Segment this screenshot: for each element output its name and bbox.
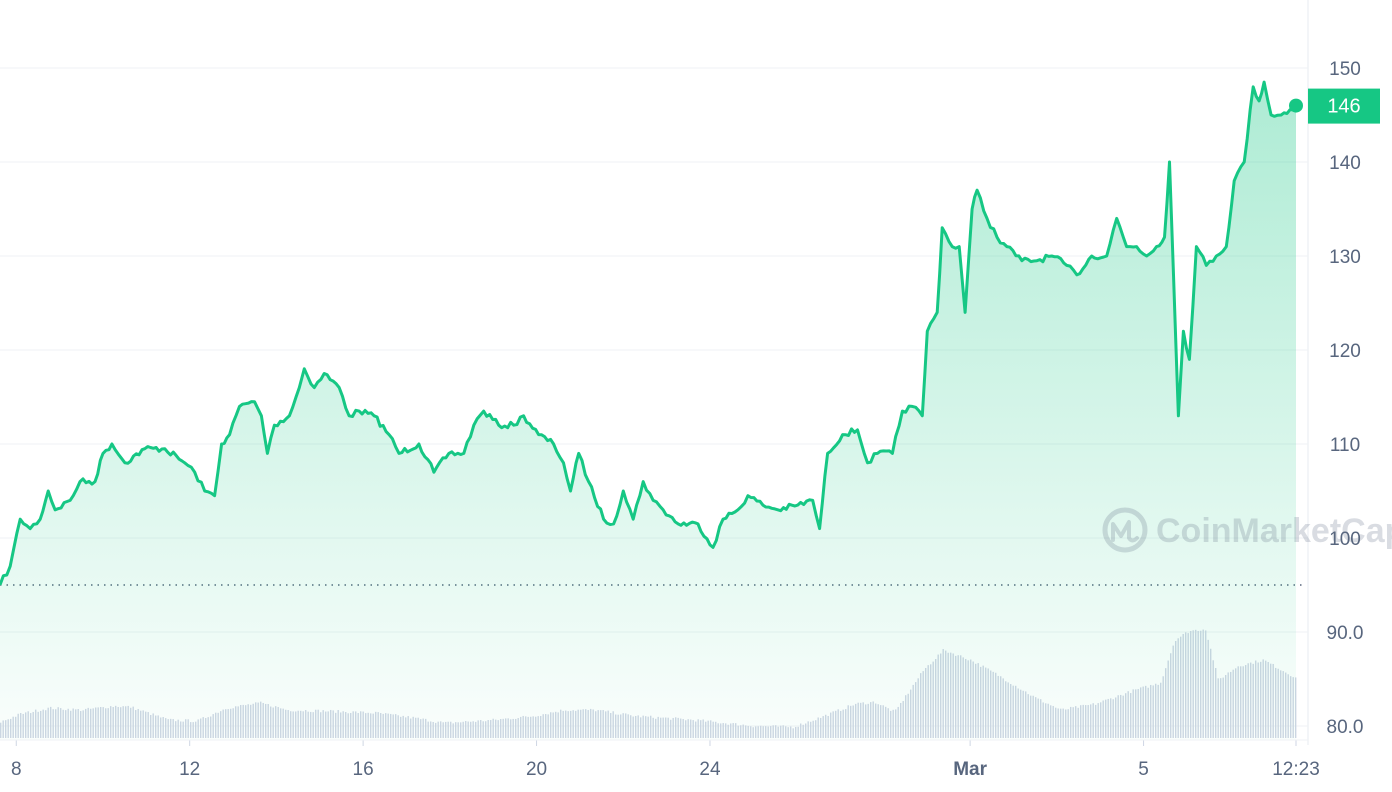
- x-tick-label: 12: [179, 759, 200, 780]
- y-tick-label: 140: [1329, 153, 1361, 174]
- y-tick-label: 130: [1329, 247, 1361, 268]
- coinmarketcap-watermark: CoinMarketCap: [1102, 507, 1392, 553]
- current-price-label: 146: [1327, 96, 1360, 118]
- current-price-dot: [1289, 98, 1303, 113]
- x-tick-label: 16: [353, 759, 374, 780]
- x-tick-label: 20: [526, 759, 547, 780]
- y-tick-label: 150: [1329, 59, 1361, 80]
- y-tick-label: 110: [1330, 435, 1360, 456]
- x-axis: 8 12 16 20 24 Mar 5 12:23: [0, 739, 1320, 780]
- x-tick-label: Mar: [953, 759, 987, 780]
- watermark-text: CoinMarketCap: [1156, 512, 1392, 550]
- current-price-badge: 146: [1308, 88, 1380, 124]
- y-tick-label: 100: [1329, 529, 1361, 550]
- price-line: [0, 80, 1298, 586]
- y-axis: 150 140 130 120 110 100 90.0 80.0: [1327, 59, 1364, 738]
- price-area: [0, 82, 1296, 741]
- y-tick-label: 80.0: [1327, 717, 1364, 738]
- x-tick-label: 24: [699, 759, 721, 780]
- x-tick-label: 8: [11, 759, 22, 780]
- x-tick-label: 12:23: [1272, 759, 1320, 780]
- y-tick-label: 90.0: [1327, 623, 1364, 644]
- x-tick-label: 5: [1138, 759, 1149, 780]
- y-tick-label: 120: [1329, 341, 1361, 362]
